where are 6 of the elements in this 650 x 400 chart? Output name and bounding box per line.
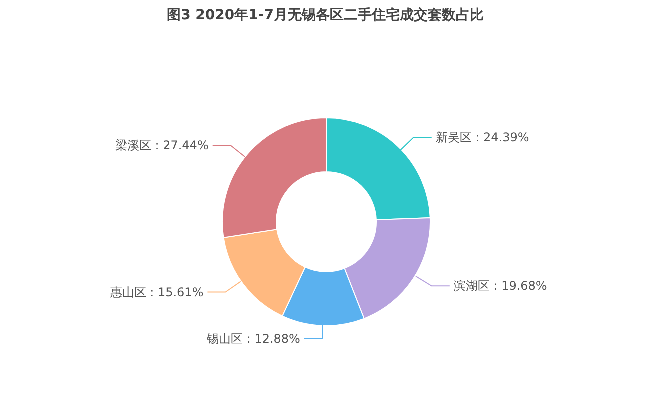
slice-label: 惠山区 : 15.61% xyxy=(109,285,204,300)
slice-label: 新吴区 : 24.39% xyxy=(436,130,530,145)
slice-label: 锡山区 : 12.88% xyxy=(206,332,300,346)
slice-label: 滨湖区 : 19.68% xyxy=(454,279,548,294)
slice-label: 梁溪区 : 27.44% xyxy=(115,138,209,153)
chart-title: 图3 2020年1-7月无锡各区二手住宅成交套数占比 xyxy=(167,6,484,24)
